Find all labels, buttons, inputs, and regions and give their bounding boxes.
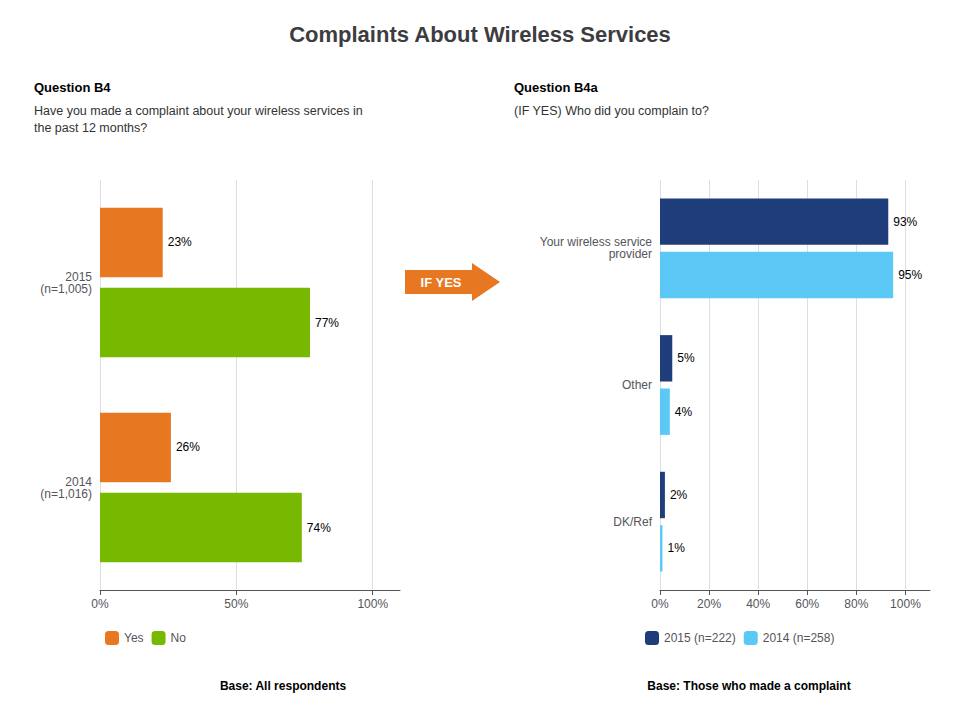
svg-text:95%: 95% [898,268,922,282]
svg-text:2015 (n=222): 2015 (n=222) [664,631,736,645]
svg-text:80%: 80% [844,597,868,611]
svg-text:2014: 2014 [65,474,92,489]
svg-text:Base: Those who made a complai: Base: Those who made a complaint [647,679,850,693]
svg-text:2014 (n=258): 2014 (n=258) [763,631,835,645]
svg-text:(IF YES) Who did you complain: (IF YES) Who did you complain to? [514,104,709,118]
svg-text:100%: 100% [357,597,388,611]
svg-text:IF YES: IF YES [421,275,462,290]
svg-text:0%: 0% [91,597,109,611]
svg-text:40%: 40% [746,597,770,611]
svg-text:(n=1,005): (n=1,005) [40,282,92,296]
svg-text:Other: Other [622,378,652,392]
svg-text:Have you made a complaint abou: Have you made a complaint about your wir… [34,104,363,118]
svg-text:50%: 50% [224,597,248,611]
svg-text:1%: 1% [667,541,685,555]
svg-text:74%: 74% [307,521,331,535]
svg-text:Base: All respondents: Base: All respondents [220,679,347,693]
svg-text:Complaints About Wireless Serv: Complaints About Wireless Services [289,22,671,47]
svg-text:2%: 2% [670,488,688,502]
svg-text:4%: 4% [675,405,693,419]
svg-text:Question B4: Question B4 [34,80,111,95]
svg-text:5%: 5% [677,351,695,365]
svg-text:DK/Ref: DK/Ref [613,515,652,529]
svg-text:Your wireless service: Your wireless service [539,235,652,250]
svg-text:77%: 77% [315,316,339,330]
svg-text:26%: 26% [176,440,200,454]
svg-text:the past 12 months?: the past 12 months? [34,121,147,135]
svg-text:100%: 100% [890,597,921,611]
svg-text:(n=1,016): (n=1,016) [40,487,92,501]
svg-text:20%: 20% [697,597,721,611]
svg-text:provider: provider [609,247,652,261]
svg-text:Yes: Yes [124,631,144,645]
svg-text:Question B4a: Question B4a [514,80,599,95]
svg-text:23%: 23% [168,235,192,249]
svg-text:2015: 2015 [65,269,92,284]
svg-text:60%: 60% [795,597,819,611]
svg-text:93%: 93% [893,215,917,229]
svg-text:0%: 0% [651,597,669,611]
svg-text:No: No [171,631,187,645]
